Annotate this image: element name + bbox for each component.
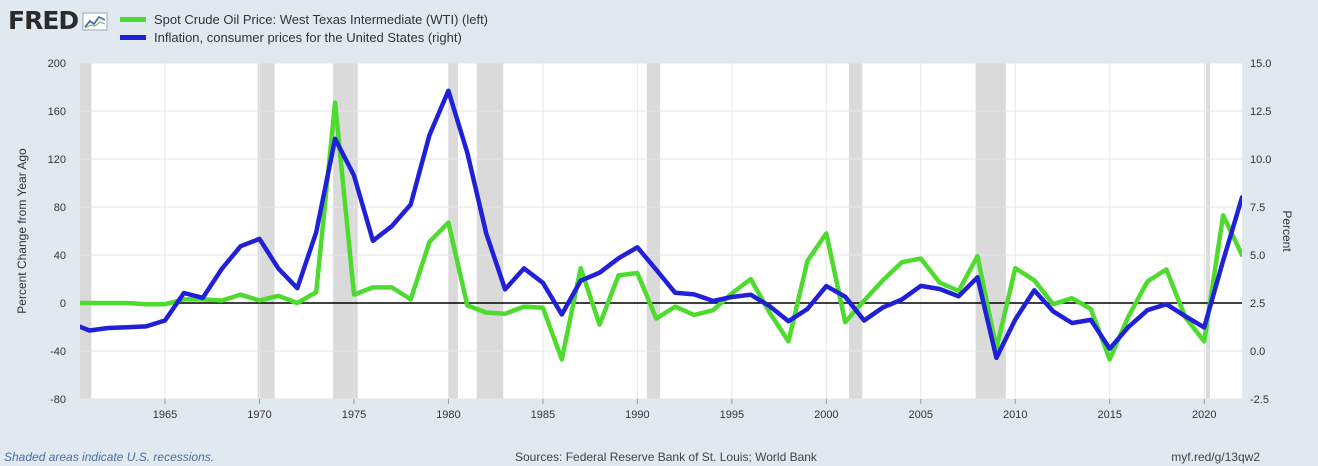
recession-band bbox=[848, 63, 863, 399]
sources-text: Sources: Federal Reserve Bank of St. Lou… bbox=[515, 450, 817, 464]
y-right-tick-label: -2.5 bbox=[1250, 394, 1269, 406]
y-left-tick-label: 40 bbox=[54, 250, 66, 262]
recession-band bbox=[476, 63, 504, 399]
y-axis-left-title: Percent Change from Year Ago bbox=[15, 148, 29, 314]
plot-area bbox=[80, 63, 1242, 399]
recession-band bbox=[257, 63, 275, 399]
chart-line-icon bbox=[82, 12, 108, 30]
y-right-tick-label: 2.5 bbox=[1250, 298, 1265, 310]
x-tick-label: 1970 bbox=[247, 409, 271, 421]
y-right-tick-label: 15.0 bbox=[1250, 58, 1271, 70]
y-right-tick-label: 7.5 bbox=[1250, 202, 1265, 214]
y-left-tick-label: -40 bbox=[50, 346, 66, 358]
chart-legend: Spot Crude Oil Price: West Texas Interme… bbox=[120, 10, 488, 46]
share-link[interactable]: myf.red/g/13qw2 bbox=[1171, 450, 1260, 464]
y-left-tick-label: -80 bbox=[50, 394, 66, 406]
x-tick-label: 1980 bbox=[436, 409, 460, 421]
recession-band bbox=[448, 63, 458, 399]
x-tick-label: 2005 bbox=[909, 409, 933, 421]
series-line-oil[interactable] bbox=[71, 100, 1242, 362]
y-left-tick-label: 200 bbox=[48, 58, 66, 70]
legend-swatch-inflation bbox=[120, 34, 146, 40]
legend-item-oil[interactable]: Spot Crude Oil Price: West Texas Interme… bbox=[120, 10, 488, 28]
y-left-tick-label: 120 bbox=[48, 154, 66, 166]
legend-label-oil: Spot Crude Oil Price: West Texas Interme… bbox=[154, 11, 489, 27]
x-tick-label: 1995 bbox=[720, 409, 744, 421]
x-tick-label: 1990 bbox=[625, 409, 649, 421]
legend-label-inflation: Inflation, consumer prices for the Unite… bbox=[154, 29, 462, 45]
y-right-tick-label: 0.0 bbox=[1250, 346, 1265, 358]
fred-logo[interactable]: FRED bbox=[8, 6, 108, 35]
recession-band bbox=[646, 63, 661, 399]
y-left-tick-label: 160 bbox=[48, 106, 66, 118]
x-tick-label: 2010 bbox=[1003, 409, 1027, 421]
x-tick-label: 2000 bbox=[814, 409, 838, 421]
x-tick-label: 1985 bbox=[531, 409, 555, 421]
fred-logo-text: FRED bbox=[8, 6, 79, 35]
series-line-inflation[interactable] bbox=[71, 88, 1242, 361]
recession-band bbox=[80, 63, 92, 399]
legend-item-inflation[interactable]: Inflation, consumer prices for the Unite… bbox=[120, 28, 488, 46]
x-tick-label: 2015 bbox=[1097, 409, 1121, 421]
recession-band bbox=[1206, 63, 1210, 399]
legend-swatch-oil bbox=[120, 16, 146, 22]
y-axis-right-title: Percent bbox=[1280, 210, 1294, 252]
y-right-tick-label: 10.0 bbox=[1250, 154, 1271, 166]
recession-note: Shaded areas indicate U.S. recessions. bbox=[4, 450, 215, 464]
y-right-tick-label: 12.5 bbox=[1250, 106, 1271, 118]
x-tick-label: 2020 bbox=[1192, 409, 1216, 421]
y-left-tick-label: 0 bbox=[60, 298, 66, 310]
x-tick-label: 1975 bbox=[342, 409, 366, 421]
x-tick-label: 1965 bbox=[153, 409, 177, 421]
y-left-tick-label: 80 bbox=[54, 202, 66, 214]
y-right-tick-label: 5.0 bbox=[1250, 250, 1265, 262]
